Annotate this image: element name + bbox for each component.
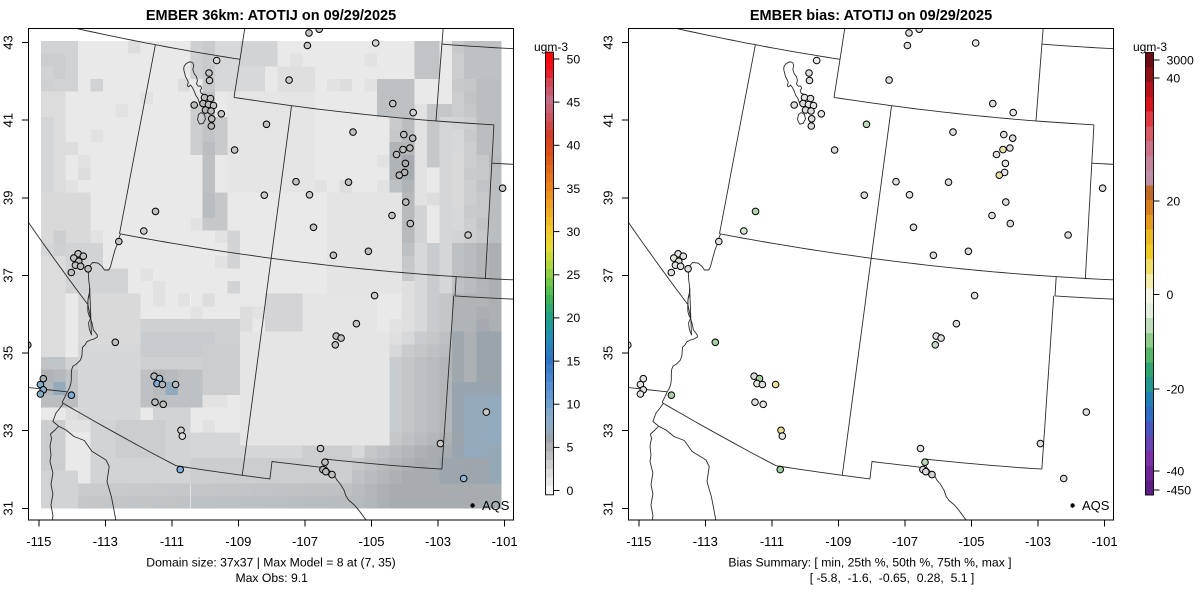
svg-text:0: 0 bbox=[567, 484, 574, 498]
svg-text:45: 45 bbox=[567, 95, 581, 109]
svg-text:31: 31 bbox=[0, 501, 15, 515]
svg-text:-101: -101 bbox=[1092, 534, 1118, 549]
svg-text:-107: -107 bbox=[892, 534, 918, 549]
svg-text:20: 20 bbox=[567, 311, 581, 325]
svg-text:5: 5 bbox=[567, 441, 574, 455]
svg-text:30: 30 bbox=[567, 225, 581, 239]
svg-text:[ -5.8, -1.6, -0.65, 0.28,: [ -5.8, -1.6, -0.65, 0.28, 5.1 ] bbox=[810, 571, 975, 585]
svg-text:15: 15 bbox=[567, 354, 581, 368]
svg-text:ugm-3: ugm-3 bbox=[1133, 40, 1167, 54]
svg-text:-115: -115 bbox=[26, 534, 51, 549]
svg-text:-113: -113 bbox=[693, 534, 718, 549]
svg-text:-103: -103 bbox=[1025, 534, 1051, 549]
svg-text:-109: -109 bbox=[825, 534, 851, 549]
svg-text:-105: -105 bbox=[958, 534, 984, 549]
svg-text:AQS: AQS bbox=[1082, 498, 1110, 513]
svg-text:35: 35 bbox=[567, 182, 581, 196]
svg-text:40: 40 bbox=[1167, 71, 1181, 85]
svg-text:43: 43 bbox=[600, 35, 615, 49]
svg-text:-113: -113 bbox=[93, 534, 118, 549]
svg-text:EMBER bias: ATOTIJ on 09/29/20: EMBER bias: ATOTIJ on 09/29/2025 bbox=[750, 8, 992, 24]
svg-text:50: 50 bbox=[567, 52, 581, 66]
svg-text:41: 41 bbox=[0, 113, 15, 127]
svg-text:-101: -101 bbox=[492, 534, 518, 549]
svg-text:31: 31 bbox=[600, 501, 615, 515]
svg-text:33: 33 bbox=[600, 423, 615, 437]
svg-text:Bias Summary: [ min, 25th %, 5: Bias Summary: [ min, 25th %, 50th %, 75t… bbox=[728, 556, 1011, 570]
svg-text:35: 35 bbox=[0, 346, 15, 360]
svg-text:41: 41 bbox=[600, 113, 615, 127]
svg-text:-111: -111 bbox=[160, 534, 184, 549]
svg-text:43: 43 bbox=[0, 35, 15, 49]
svg-text:10: 10 bbox=[567, 398, 581, 412]
svg-text:ugm-3: ugm-3 bbox=[534, 40, 568, 54]
svg-text:39: 39 bbox=[0, 191, 15, 205]
svg-text:0: 0 bbox=[1167, 288, 1174, 302]
svg-text:-107: -107 bbox=[292, 534, 318, 549]
svg-text:-115: -115 bbox=[626, 534, 651, 549]
svg-text:37: 37 bbox=[600, 268, 615, 282]
svg-text:AQS: AQS bbox=[482, 498, 510, 513]
svg-text:Max Obs: 9.1: Max Obs: 9.1 bbox=[235, 571, 308, 585]
svg-text:25: 25 bbox=[567, 268, 581, 282]
svg-text:-40: -40 bbox=[1167, 464, 1185, 478]
svg-text:-111: -111 bbox=[760, 534, 784, 549]
svg-text:Domain size: 37x37 | Max Model: Domain size: 37x37 | Max Model = 8 at (7… bbox=[146, 556, 395, 570]
svg-text:-103: -103 bbox=[425, 534, 451, 549]
svg-text:-450: -450 bbox=[1167, 483, 1192, 497]
svg-text:39: 39 bbox=[600, 191, 615, 205]
svg-text:EMBER 36km: ATOTIJ on 09/29/20: EMBER 36km: ATOTIJ on 09/29/2025 bbox=[146, 8, 396, 24]
svg-text:40: 40 bbox=[567, 139, 581, 153]
svg-text:-20: -20 bbox=[1167, 382, 1185, 396]
svg-text:-109: -109 bbox=[225, 534, 251, 549]
svg-text:37: 37 bbox=[0, 268, 15, 282]
svg-text:33: 33 bbox=[0, 423, 15, 437]
svg-text:3000: 3000 bbox=[1167, 53, 1195, 67]
svg-text:-105: -105 bbox=[358, 534, 384, 549]
svg-text:35: 35 bbox=[600, 346, 615, 360]
svg-text:20: 20 bbox=[1167, 194, 1181, 208]
